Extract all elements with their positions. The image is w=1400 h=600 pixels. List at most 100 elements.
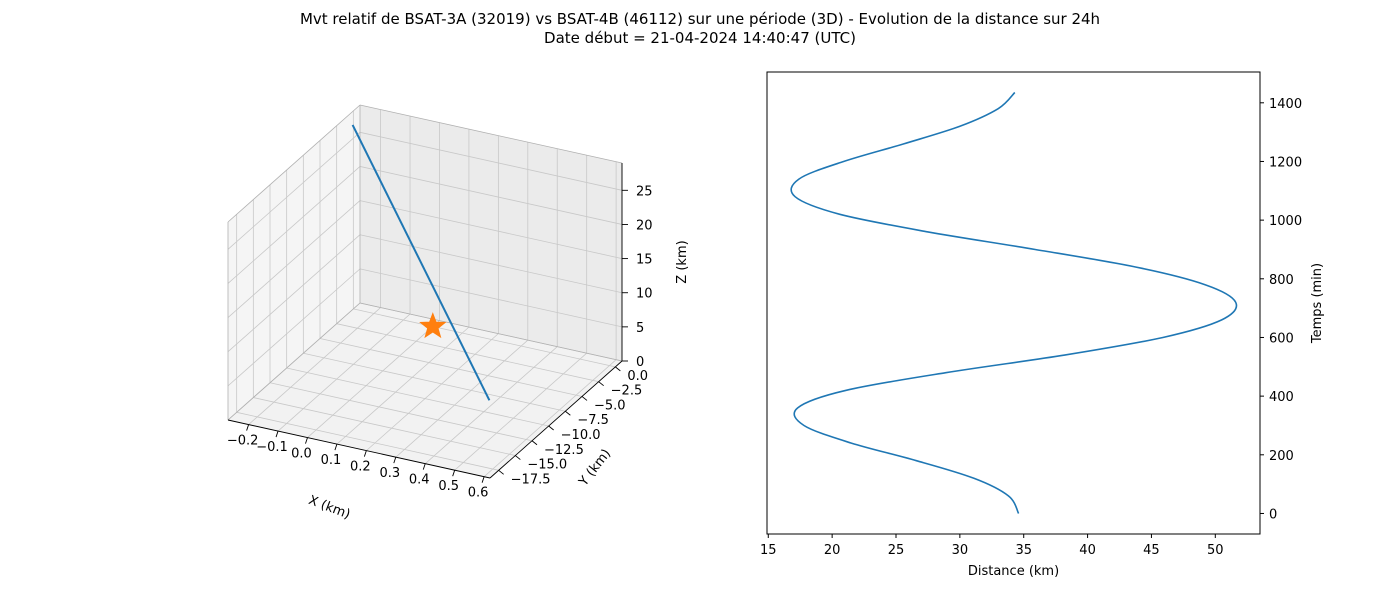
axis-panes <box>228 105 622 478</box>
plot-distance-vs-time: Distance (km) Temps (min) 15 20 25 30 35 40 45… <box>760 71 1325 579</box>
z-gridline-side <box>227 200 361 318</box>
y-tick <box>565 410 571 416</box>
x-axis-label: Distance (km) <box>968 564 1059 579</box>
y-gridline-floor <box>253 397 516 456</box>
x-tick-label: 15 <box>760 543 777 558</box>
y-tick-label: −17.5 <box>511 472 551 487</box>
x-tick-label: 45 <box>1143 543 1160 558</box>
y-tick <box>548 425 554 431</box>
y-tick-label: −10.0 <box>561 428 601 443</box>
y-gridline-floor <box>269 382 533 442</box>
z-tick-label: 25 <box>636 184 653 199</box>
y-gridline-floor <box>303 352 566 412</box>
side-pane <box>228 105 360 420</box>
pane-edge <box>359 302 623 362</box>
x-axis-line <box>227 419 491 479</box>
x-tick-label: 0.0 <box>291 447 312 462</box>
x-gridline-floor <box>248 307 381 425</box>
pane-edge <box>227 104 361 223</box>
x-gridline-floor <box>366 333 499 451</box>
x-tick <box>481 476 485 483</box>
grid-lines <box>227 109 623 477</box>
z-gridline-back <box>359 234 623 294</box>
z-tick-label: 0 <box>636 355 644 370</box>
z-gridline-side <box>227 268 361 387</box>
x-gridline-floor <box>395 339 529 458</box>
y-tick-label: −12.5 <box>544 443 584 458</box>
y-tick-label: 200 <box>1269 449 1294 464</box>
chart-title: Mvt relatif de BSAT-3A (32019) vs BSAT-4… <box>299 10 1101 28</box>
x-tick <box>363 450 367 457</box>
z-tick-label: 10 <box>636 287 653 302</box>
x-tick-label: 35 <box>1015 543 1032 558</box>
x-gridline-floor <box>336 326 470 445</box>
plot-frame <box>766 71 1261 535</box>
x-gridline-floor <box>483 359 617 477</box>
back-pane <box>360 105 622 361</box>
trajectory-line <box>351 124 491 401</box>
x-tick <box>334 443 338 451</box>
x-gridline-floor <box>424 346 558 464</box>
x-tick-label: 0.6 <box>468 486 489 501</box>
x-gridline-floor <box>277 313 411 432</box>
origin-star-marker <box>419 312 447 339</box>
x-tick-label: 0.3 <box>379 466 400 481</box>
y-tick-label: −2.5 <box>611 384 643 399</box>
x-tick-label: 0.4 <box>409 473 430 488</box>
axis-spines <box>227 163 623 479</box>
y-tick-label: −15.0 <box>527 458 567 473</box>
x-tick-label: 30 <box>952 543 969 558</box>
z-gridline-back <box>359 200 623 259</box>
x-tick-label: −0.1 <box>256 440 288 455</box>
y-tick-label: 600 <box>1269 331 1294 346</box>
x-tick <box>305 437 308 444</box>
x-tick <box>393 457 397 464</box>
x-tick-label: 50 <box>1207 543 1224 558</box>
x-tick-label: 20 <box>824 543 841 558</box>
pane-edge <box>359 104 623 164</box>
x-tick-label: 0.5 <box>438 479 459 494</box>
y-tick <box>498 469 504 475</box>
y-axis-label: Temps (min) <box>1310 263 1325 344</box>
y-gridline-floor <box>286 367 549 427</box>
y-tick <box>515 455 521 460</box>
x-gridline-floor <box>307 320 440 438</box>
x-tick <box>275 430 279 438</box>
y-tick <box>581 396 588 401</box>
x-tick-label: 25 <box>888 543 905 558</box>
x-tick-label: 40 <box>1079 543 1096 558</box>
y-tick-label: 1400 <box>1269 97 1302 112</box>
x-axis-label: X (km) <box>306 493 352 523</box>
tick-marks <box>767 102 1264 538</box>
y-axis-line <box>489 360 623 479</box>
z-tick-label: 20 <box>636 218 653 233</box>
y-tick <box>598 381 604 387</box>
z-gridline-back <box>359 268 623 328</box>
z-gridline-back <box>359 166 623 225</box>
x-gridline-floor <box>454 352 587 471</box>
z-axis-label: Z (km) <box>675 240 690 283</box>
y-tick-label: 1200 <box>1269 155 1302 170</box>
chart-subtitle: Date début = 21-04-2024 14:40:47 (UTC) <box>544 29 856 47</box>
y-tick-label: −5.0 <box>594 398 626 413</box>
x-tick <box>246 424 250 431</box>
z-gridline-side <box>227 234 361 353</box>
y-tick-label: 0.0 <box>627 369 648 384</box>
tick-marks <box>246 189 628 483</box>
z-gridline-back <box>359 131 623 191</box>
y-tick <box>615 366 621 372</box>
x-tick-label: 0.1 <box>321 453 342 468</box>
y-tick-label: 400 <box>1269 390 1294 405</box>
tick-labels: 15 20 25 30 35 40 45 50 0 200 400 600 800 1000 1200 140… <box>760 97 1302 558</box>
z-gridline-side <box>227 132 361 250</box>
tick-labels: −0.2−0.1 0.0 0.1 0.2 0.3 0.4 0.5 0.60.0−2.5−5.0… <box>227 184 653 500</box>
plot-3d-relative-motion: X (km) Y (km) Z (km) −0.2−0.1 0.0 0.1 0.2 0.… <box>227 104 690 523</box>
z-tick-label: 5 <box>636 321 644 336</box>
y-tick-label: 1000 <box>1269 214 1302 229</box>
x-tick <box>452 470 456 477</box>
y-tick-label: 800 <box>1269 273 1294 288</box>
pane-edge <box>227 302 361 421</box>
x-tick <box>422 463 426 470</box>
z-gridline-side <box>227 166 361 284</box>
